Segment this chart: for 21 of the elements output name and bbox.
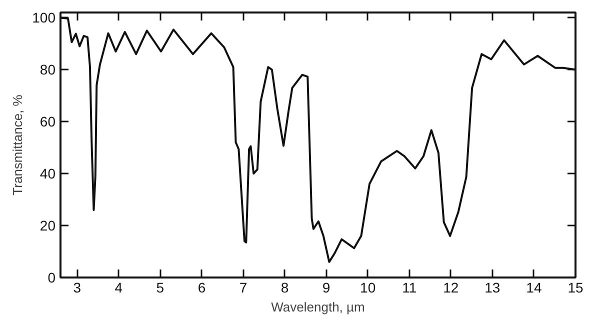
x-axis-title: Wavelength, µm xyxy=(271,300,365,314)
y-tick-label: 40 xyxy=(40,166,56,182)
x-tick-label: 10 xyxy=(360,280,376,296)
x-tick-label: 7 xyxy=(239,280,248,296)
x-tick-label: 6 xyxy=(198,280,206,296)
x-tick-label: 12 xyxy=(443,280,459,296)
x-tick-label: 3 xyxy=(73,280,82,296)
y-tick-label: 60 xyxy=(40,114,56,130)
x-tick-label: 8 xyxy=(280,280,289,296)
x-tick-label: 15 xyxy=(568,280,584,296)
y-tick-label: 80 xyxy=(40,62,56,78)
y-tick-label: 20 xyxy=(40,218,56,234)
x-tick-label: 13 xyxy=(484,280,500,296)
x-tick-label: 14 xyxy=(526,280,542,296)
x-tick-label: 11 xyxy=(402,280,417,296)
y-axis-title: Transmittance, % xyxy=(10,94,26,196)
y-tick-label: 0 xyxy=(48,270,56,286)
x-tick-label: 5 xyxy=(156,280,164,296)
x-tick-label: 4 xyxy=(114,280,123,296)
x-tick-label: 9 xyxy=(322,280,330,296)
y-tick-label: 100 xyxy=(32,10,56,26)
